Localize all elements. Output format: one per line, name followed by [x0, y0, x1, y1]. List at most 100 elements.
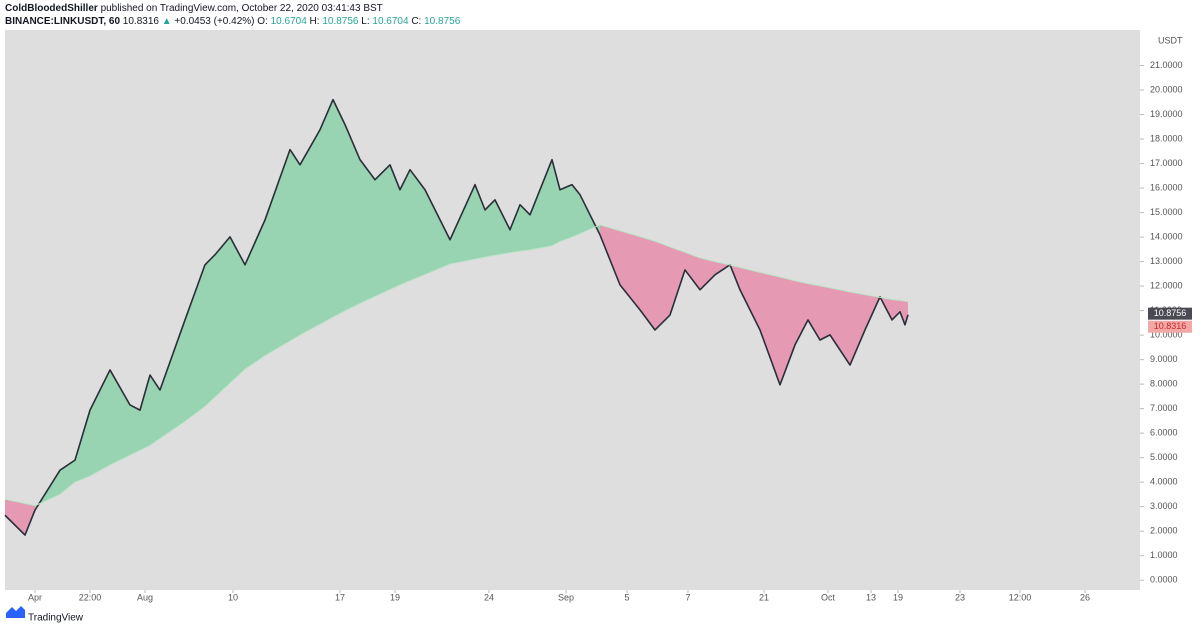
ribbon-fill — [552, 159, 560, 246]
ribbon-fill — [205, 254, 215, 407]
ribbon-fill — [760, 272, 780, 385]
symbol: BINANCE:LINKUSDT, 60 — [5, 16, 120, 27]
y-tick-label: 9.0000 — [1150, 354, 1178, 364]
h-label: H: — [310, 16, 320, 27]
x-tick-label: 13 — [866, 592, 876, 602]
y-tick-label: 10.0000 — [1150, 329, 1183, 339]
ribbon-fill — [700, 257, 715, 290]
ribbon-fill — [390, 164, 400, 290]
y-tick-label: 20.0000 — [1150, 84, 1183, 94]
y-tick-label: 14.0000 — [1150, 231, 1183, 241]
x-tick-label: Oct — [821, 592, 836, 602]
x-tick-label: Apr — [28, 592, 42, 602]
c-label: C: — [411, 16, 421, 27]
ribbon-fill — [830, 287, 850, 366]
last-label: 10.8316 — [1154, 321, 1187, 331]
ribbon-fill — [333, 99, 345, 318]
ribbon-fill — [820, 285, 830, 341]
logo-icon — [6, 606, 25, 618]
up-arrow: ▲ — [162, 16, 172, 27]
last: 10.8316 — [123, 16, 160, 27]
ribbon-fill — [510, 204, 520, 253]
y-tick-label: 19.0000 — [1150, 109, 1183, 119]
ribbon-fill — [265, 149, 290, 356]
ribbon-fill — [475, 184, 485, 260]
ribbon-fill — [230, 236, 245, 384]
x-tick-label: 21 — [759, 592, 769, 602]
h-value: 10.8756 — [322, 16, 359, 27]
c-value: 10.8756 — [424, 16, 461, 27]
ribbon-fill — [905, 301, 908, 325]
last-label-box — [1148, 320, 1192, 333]
ribbon-fill — [520, 204, 530, 252]
published: published on TradingView.com, October 22… — [101, 3, 383, 14]
x-tick-label: Sep — [558, 592, 574, 602]
close-label: 10.8756 — [1154, 308, 1187, 318]
ribbon-fill — [485, 199, 495, 258]
x-tick-label: 10 — [228, 592, 238, 602]
y-tick-label: 15.0000 — [1150, 207, 1183, 217]
ribbon-fill — [245, 219, 265, 370]
author: ColdBloodedShiller — [5, 3, 98, 14]
y-tick-label: 5.0000 — [1150, 452, 1178, 462]
author-line: ColdBloodedShiller published on TradingV… — [5, 3, 383, 14]
ribbon-fill — [185, 264, 205, 422]
y-tick-label: 4.0000 — [1150, 477, 1178, 487]
ribbon-fill — [110, 369, 130, 466]
y-tick-label: 8.0000 — [1150, 379, 1178, 389]
ribbon-fill — [160, 319, 185, 439]
plot-area — [5, 30, 1140, 590]
ribbon-fill — [450, 184, 475, 265]
ribbon-fill — [572, 184, 580, 238]
ribbon-fill — [850, 291, 865, 366]
footer-logo: TradingView — [6, 606, 84, 624]
y-tick-label: 21.0000 — [1150, 60, 1183, 70]
ribbon-fill — [795, 280, 808, 345]
ribbon-fill — [345, 124, 360, 311]
y-tick-label: 18.0000 — [1150, 133, 1183, 143]
ribbon-fill — [130, 404, 140, 456]
ribbon-fill — [215, 236, 230, 398]
footer-text: TradingView — [28, 613, 84, 624]
ribbon-fill — [640, 236, 655, 330]
y-tick-label: 2.0000 — [1150, 526, 1178, 536]
y-tick-label: 13.0000 — [1150, 256, 1183, 266]
ribbon-fill — [90, 369, 110, 477]
change: +0.0453 (+0.42%) — [174, 16, 254, 27]
ribbon-fill — [425, 189, 450, 275]
ribbon-fill — [530, 159, 552, 250]
ribbon-fill — [150, 375, 160, 446]
ribbon-fill — [740, 267, 760, 330]
x-tick-label: 26 — [1080, 592, 1090, 602]
ribbon-fill — [892, 299, 900, 320]
y-tick-label: 7.0000 — [1150, 403, 1178, 413]
o-label: O: — [257, 16, 268, 27]
ribbon-fill — [360, 159, 375, 304]
ribbon-fill — [75, 410, 90, 483]
x-tick-label: 24 — [484, 592, 494, 602]
y-tick-label: 1.0000 — [1150, 550, 1178, 560]
ribbon-fill — [560, 184, 572, 242]
ribbon-fill — [670, 246, 685, 316]
ribbon-fill — [375, 164, 390, 297]
x-tick-label: 7 — [685, 592, 690, 602]
x-tick-label: 19 — [893, 592, 903, 602]
x-tick-label: 23 — [955, 592, 965, 602]
y-tick-label: 3.0000 — [1150, 501, 1178, 511]
ribbon-fill — [5, 499, 25, 536]
y-tick-label: 16.0000 — [1150, 182, 1183, 192]
close-label-box — [1148, 307, 1192, 320]
legend-line: BINANCE:LINKUSDT, 60 10.8316 ▲ +0.0453 (… — [5, 16, 461, 27]
y-tick-label: 12.0000 — [1150, 280, 1183, 290]
ribbon-fill — [300, 129, 320, 336]
y-tick-label: 0.0000 — [1150, 575, 1178, 585]
ribbon-fill — [780, 277, 795, 385]
x-tick-label: 17 — [335, 592, 345, 602]
price-line — [4, 98, 909, 536]
ribbon-fill — [655, 241, 670, 330]
ribbon-fill — [290, 149, 300, 342]
y-axis-label: USDT — [1158, 35, 1183, 45]
x-tick-label: Aug — [137, 592, 153, 602]
x-tick-label: 19 — [390, 592, 400, 602]
